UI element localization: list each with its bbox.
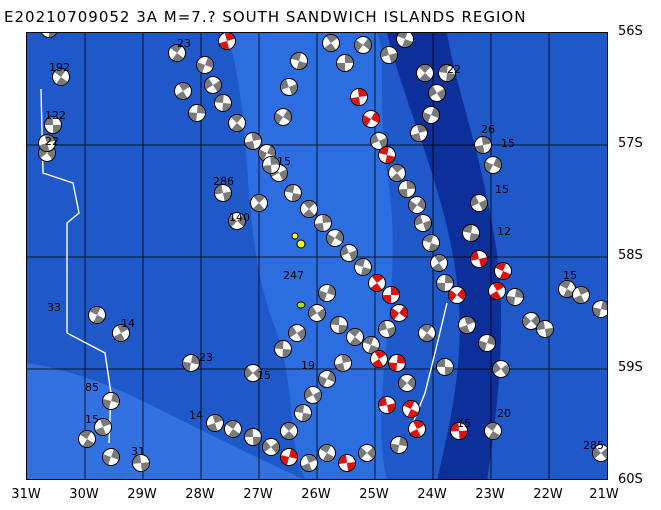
lat-label-57s: 57S	[618, 136, 643, 151]
magnitude-label: 122	[45, 109, 66, 122]
island-2	[296, 239, 306, 249]
magnitude-label: 15	[495, 183, 509, 196]
magnitude-label: 31	[131, 445, 145, 458]
focal-mechanism-symbol	[435, 357, 455, 377]
magnitude-label: 15	[277, 155, 291, 168]
magnitude-label: 33	[47, 301, 61, 314]
magnitude-label: 15	[257, 369, 271, 382]
magnitude-label: 286	[213, 175, 234, 188]
magnitude-label: 20	[497, 407, 511, 420]
magnitude-label: 14	[121, 317, 135, 330]
lon-label-28w: 28W	[185, 487, 215, 502]
lat-label-60s: 60S	[618, 472, 643, 487]
focal-mechanism-symbol	[213, 93, 233, 113]
magnitude-label: 140	[229, 211, 250, 224]
magnitude-label: 15	[563, 269, 577, 282]
magnitude-label: 22	[447, 63, 461, 76]
map-title: E20210709052 3A M=7.? SOUTH SANDWICH ISL…	[4, 8, 527, 26]
magnitude-label: 15	[501, 137, 515, 150]
magnitude-label: 23	[177, 37, 191, 50]
lon-label-22w: 22W	[533, 487, 563, 502]
magnitude-label: 12	[497, 225, 511, 238]
magnitude-label: 26	[481, 123, 495, 136]
magnitude-label: 23	[199, 351, 213, 364]
focal-mechanism-symbol	[329, 315, 349, 335]
magnitude-label: 85	[85, 381, 99, 394]
magnitude-label: 19	[301, 359, 315, 372]
magnitude-label: 15	[457, 417, 471, 430]
lon-label-27w: 27W	[243, 487, 273, 502]
lon-label-26w: 26W	[301, 487, 331, 502]
lon-label-31w: 31W	[11, 487, 41, 502]
plate-boundary-line	[40, 88, 112, 444]
lat-label-58s: 58S	[618, 248, 643, 263]
magnitude-label: 15	[85, 413, 99, 426]
lon-label-21w: 21W	[589, 487, 619, 502]
lat-label-56s: 56S	[618, 24, 643, 39]
focal-mechanism-symbol	[336, 54, 354, 72]
focal-mechanism-symbol	[273, 339, 293, 359]
lon-label-24w: 24W	[417, 487, 447, 502]
magnitude-label: 22	[45, 135, 59, 148]
bathymetry-layer	[27, 33, 607, 479]
focal-mechanism-symbol	[243, 427, 263, 447]
island-1	[291, 232, 299, 240]
magnitude-label: 192	[49, 61, 70, 74]
lon-label-25w: 25W	[359, 487, 389, 502]
magnitude-label: 247	[283, 269, 304, 282]
lon-label-29w: 29W	[127, 487, 157, 502]
island-3	[296, 301, 306, 309]
magnitude-label: 14	[189, 409, 203, 422]
lat-label-59s: 59S	[618, 360, 643, 375]
magnitude-label: 285	[583, 439, 604, 452]
lon-label-23w: 23W	[475, 487, 505, 502]
map-area[interactable]: 23 192 122 22 286 140 247 33 14 23 15 19 85 15 31 14 285…	[26, 32, 608, 480]
lon-label-30w: 30W	[69, 487, 99, 502]
